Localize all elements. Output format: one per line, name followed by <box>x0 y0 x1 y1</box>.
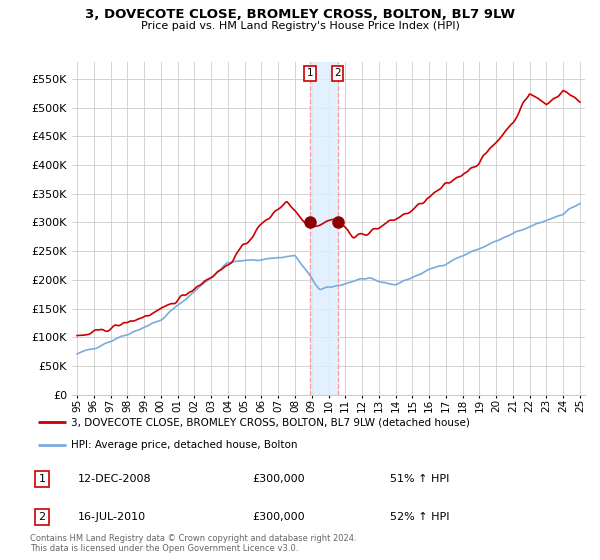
Text: 1: 1 <box>38 474 46 484</box>
Text: 3, DOVECOTE CLOSE, BROMLEY CROSS, BOLTON, BL7 9LW: 3, DOVECOTE CLOSE, BROMLEY CROSS, BOLTON… <box>85 8 515 21</box>
Text: £300,000: £300,000 <box>252 512 305 522</box>
Text: £300,000: £300,000 <box>252 474 305 484</box>
Bar <box>310 62 338 395</box>
Text: 52% ↑ HPI: 52% ↑ HPI <box>390 512 449 522</box>
Text: 51% ↑ HPI: 51% ↑ HPI <box>390 474 449 484</box>
Text: 3, DOVECOTE CLOSE, BROMLEY CROSS, BOLTON, BL7 9LW (detached house): 3, DOVECOTE CLOSE, BROMLEY CROSS, BOLTON… <box>71 417 470 427</box>
Text: 1: 1 <box>307 68 314 78</box>
Text: 12-DEC-2008: 12-DEC-2008 <box>78 474 152 484</box>
Text: Price paid vs. HM Land Registry's House Price Index (HPI): Price paid vs. HM Land Registry's House … <box>140 21 460 31</box>
Text: 2: 2 <box>334 68 341 78</box>
Text: Contains HM Land Registry data © Crown copyright and database right 2024.
This d: Contains HM Land Registry data © Crown c… <box>30 534 356 553</box>
Text: HPI: Average price, detached house, Bolton: HPI: Average price, detached house, Bolt… <box>71 440 298 450</box>
Text: 16-JUL-2010: 16-JUL-2010 <box>78 512 146 522</box>
Text: 2: 2 <box>38 512 46 522</box>
